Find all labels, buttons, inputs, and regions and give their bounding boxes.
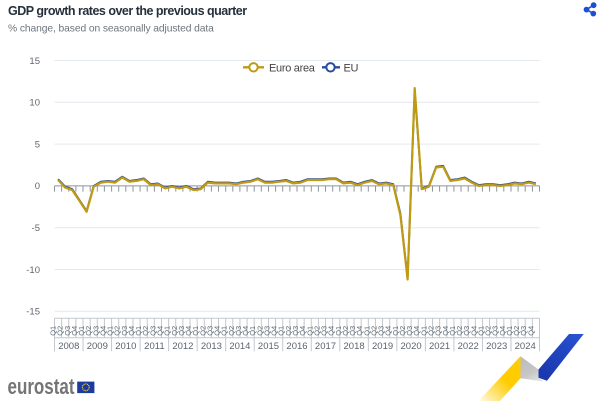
svg-text:Q2: Q2: [484, 326, 493, 336]
svg-text:Q2: Q2: [284, 326, 293, 336]
svg-text:Q2: Q2: [141, 326, 150, 336]
svg-text:Q2: Q2: [370, 326, 379, 336]
svg-text:Q3: Q3: [234, 326, 243, 336]
svg-text:2022: 2022: [458, 341, 479, 352]
svg-text:Q3: Q3: [462, 326, 471, 336]
svg-text:Q4: Q4: [127, 326, 136, 336]
svg-text:Q1: Q1: [163, 326, 172, 336]
svg-text:2013: 2013: [201, 341, 222, 352]
svg-text:Euro area: Euro area: [269, 62, 316, 74]
svg-text:Q2: Q2: [84, 326, 93, 336]
svg-text:Q2: Q2: [113, 326, 122, 336]
svg-text:Q1: Q1: [77, 326, 86, 336]
svg-text:Q1: Q1: [134, 326, 143, 336]
svg-text:2011: 2011: [144, 341, 164, 352]
svg-text:10: 10: [29, 98, 40, 109]
svg-text:Q4: Q4: [327, 326, 336, 336]
svg-text:-10: -10: [26, 265, 40, 276]
svg-text:Q2: Q2: [398, 326, 407, 336]
svg-text:GDP growth rates over the prev: GDP growth rates over the previous quart…: [8, 4, 247, 18]
svg-text:Q3: Q3: [405, 326, 414, 336]
svg-text:Q4: Q4: [441, 326, 450, 336]
svg-text:Q2: Q2: [427, 326, 436, 336]
svg-text:Q2: Q2: [312, 326, 321, 336]
svg-text:Q1: Q1: [49, 326, 58, 336]
svg-text:Q4: Q4: [298, 326, 307, 336]
svg-text:Q3: Q3: [434, 326, 443, 336]
svg-text:-15: -15: [26, 307, 40, 318]
svg-text:Q4: Q4: [213, 326, 222, 336]
svg-text:2009: 2009: [87, 341, 108, 352]
svg-text:% change, based on seasonally: % change, based on seasonally adjusted d…: [8, 24, 214, 35]
svg-text:2015: 2015: [258, 341, 279, 352]
svg-text:Q1: Q1: [419, 326, 428, 336]
svg-text:Q4: Q4: [469, 326, 478, 336]
svg-text:Q4: Q4: [526, 326, 535, 336]
svg-text:Q1: Q1: [334, 326, 343, 336]
svg-text:2019: 2019: [372, 341, 393, 352]
svg-text:2021: 2021: [429, 341, 450, 352]
svg-text:2017: 2017: [315, 341, 336, 352]
svg-text:Q3: Q3: [91, 326, 100, 336]
svg-text:Q3: Q3: [63, 326, 72, 336]
svg-text:Q3: Q3: [205, 326, 214, 336]
svg-text:Q1: Q1: [391, 326, 400, 336]
svg-text:Q1: Q1: [476, 326, 485, 336]
svg-text:Q1: Q1: [305, 326, 314, 336]
svg-text:Q1: Q1: [106, 326, 115, 336]
svg-text:Q3: Q3: [148, 326, 157, 336]
svg-text:Q3: Q3: [177, 326, 186, 336]
svg-text:Q2: Q2: [198, 326, 207, 336]
svg-text:2014: 2014: [229, 341, 250, 352]
svg-text:Q1: Q1: [220, 326, 229, 336]
svg-text:2018: 2018: [344, 341, 365, 352]
svg-text:Q1: Q1: [362, 326, 371, 336]
svg-text:Q2: Q2: [255, 326, 264, 336]
svg-text:Q2: Q2: [227, 326, 236, 336]
svg-text:2012: 2012: [172, 341, 193, 352]
svg-text:Q1: Q1: [248, 326, 257, 336]
svg-text:2023: 2023: [486, 341, 507, 352]
svg-text:Q3: Q3: [348, 326, 357, 336]
svg-text:2016: 2016: [286, 341, 307, 352]
svg-text:-5: -5: [32, 223, 40, 234]
svg-text:EU: EU: [344, 62, 359, 74]
svg-text:Q1: Q1: [505, 326, 514, 336]
svg-text:0: 0: [35, 181, 40, 192]
svg-text:Q1: Q1: [191, 326, 200, 336]
svg-text:eurostat: eurostat: [8, 374, 76, 399]
svg-text:2008: 2008: [58, 341, 79, 352]
svg-text:2020: 2020: [401, 341, 422, 352]
svg-text:Q3: Q3: [291, 326, 300, 336]
svg-text:2024: 2024: [515, 341, 536, 352]
svg-text:5: 5: [35, 139, 40, 150]
svg-text:Q4: Q4: [70, 326, 79, 336]
svg-text:Q3: Q3: [320, 326, 329, 336]
svg-text:Q4: Q4: [498, 326, 507, 336]
svg-text:Q2: Q2: [455, 326, 464, 336]
svg-text:Q1: Q1: [277, 326, 286, 336]
svg-text:Q4: Q4: [412, 326, 421, 336]
svg-text:Q3: Q3: [263, 326, 272, 336]
svg-text:Q4: Q4: [384, 326, 393, 336]
svg-text:Q4: Q4: [355, 326, 364, 336]
svg-text:Q4: Q4: [270, 326, 279, 336]
svg-text:Q3: Q3: [519, 326, 528, 336]
svg-text:Q3: Q3: [120, 326, 129, 336]
svg-text:Q4: Q4: [156, 326, 165, 336]
svg-text:Q3: Q3: [377, 326, 386, 336]
svg-text:Q3: Q3: [491, 326, 500, 336]
svg-text:15: 15: [29, 56, 40, 67]
svg-text:2010: 2010: [115, 341, 136, 352]
svg-text:Q2: Q2: [341, 326, 350, 336]
svg-text:Q4: Q4: [184, 326, 193, 336]
svg-text:Q4: Q4: [98, 326, 107, 336]
svg-text:Q2: Q2: [56, 326, 65, 336]
svg-text:Q2: Q2: [512, 326, 521, 336]
svg-text:Q2: Q2: [170, 326, 179, 336]
svg-text:Q1: Q1: [448, 326, 457, 336]
svg-text:Q4: Q4: [241, 326, 250, 336]
